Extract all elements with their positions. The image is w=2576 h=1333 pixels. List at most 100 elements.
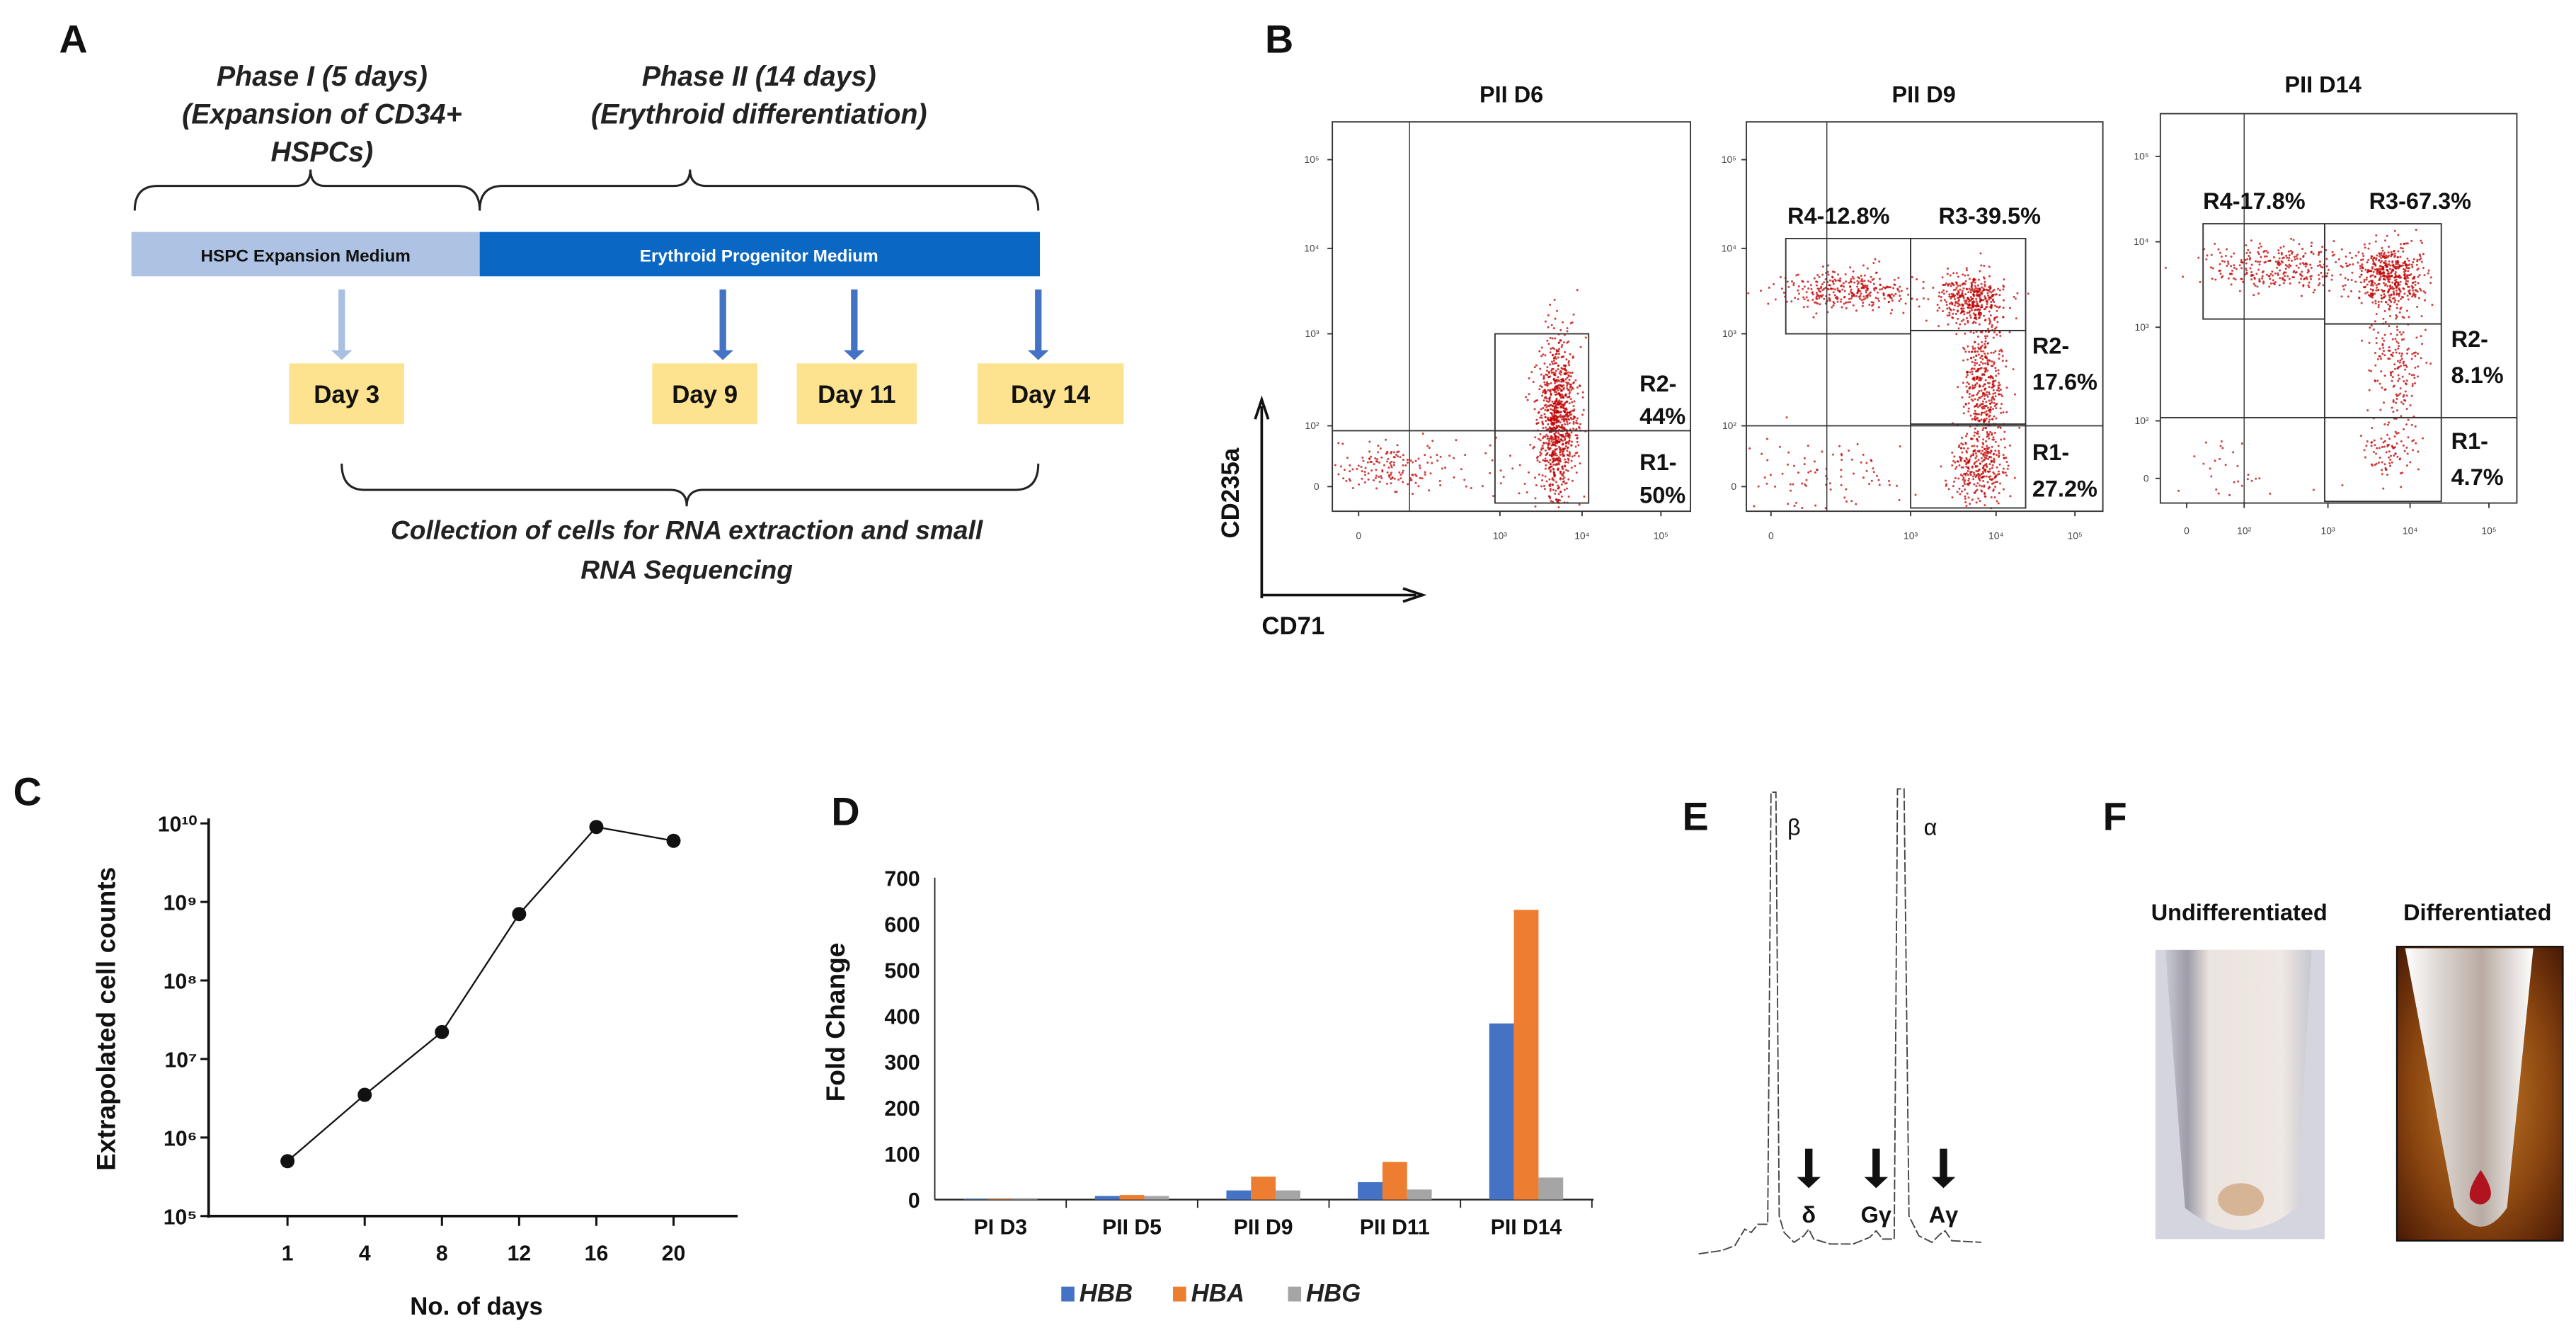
event-dot xyxy=(2295,264,2298,267)
event-dot xyxy=(1574,452,1577,454)
y-tick-label: 10⁴ xyxy=(1722,243,1736,254)
event-dot xyxy=(1768,286,1770,289)
event-dot xyxy=(1958,455,1961,458)
peak-arrow-icon xyxy=(1931,1148,1956,1189)
event-dot xyxy=(1545,370,1548,372)
event-dot xyxy=(1553,413,1556,416)
event-dot xyxy=(1988,265,1991,268)
event-dot xyxy=(1431,440,1434,442)
event-dot xyxy=(1977,353,1980,356)
event-dot xyxy=(1562,410,1565,413)
event-dot xyxy=(1823,281,1826,284)
event-dot xyxy=(2342,288,2345,291)
event-dot xyxy=(2350,279,2353,282)
differentiated-tube-photo xyxy=(2395,946,2564,1242)
event-dot xyxy=(2393,454,2395,457)
event-dot xyxy=(2245,244,2248,246)
event-dot xyxy=(1990,450,1993,452)
event-dot xyxy=(1996,309,1998,312)
event-dot xyxy=(2313,289,2316,292)
event-dot xyxy=(1981,400,1984,403)
event-dot xyxy=(2000,411,2003,414)
event-dot xyxy=(2422,266,2425,269)
event-dot xyxy=(1956,297,1959,299)
event-dot xyxy=(1980,350,1983,353)
event-dot xyxy=(1828,482,1831,485)
event-dot xyxy=(2304,265,2307,268)
event-dot xyxy=(1553,390,1556,393)
event-dot xyxy=(1971,387,1974,389)
event-dot xyxy=(1852,270,1855,273)
event-dot xyxy=(2409,461,2412,464)
event-dot xyxy=(1979,294,1981,297)
event-dot xyxy=(2282,282,2285,285)
event-dot xyxy=(1971,345,1974,348)
event-dot xyxy=(1804,484,1807,487)
event-dot xyxy=(2240,484,2243,487)
event-dot xyxy=(1959,295,1962,298)
event-dot xyxy=(1550,324,1553,326)
event-dot xyxy=(1546,339,1549,342)
event-dot xyxy=(1979,404,1982,406)
event-dot xyxy=(1380,477,1383,480)
minor-peak-label: Gγ xyxy=(1861,1202,1891,1228)
event-dot xyxy=(1974,347,1976,350)
event-dot xyxy=(1980,264,1983,267)
event-dot xyxy=(2255,273,2258,275)
event-dot xyxy=(1813,277,1816,280)
event-dot xyxy=(1995,417,1998,420)
event-dot xyxy=(1847,301,1850,304)
event-dot xyxy=(2265,273,2268,276)
bar-hbg xyxy=(1407,1189,1432,1200)
event-dot xyxy=(2408,316,2410,319)
event-dot xyxy=(1852,304,1855,307)
event-dot xyxy=(2245,251,2248,254)
event-dot xyxy=(1561,448,1564,451)
event-dot xyxy=(1574,379,1577,382)
event-dot xyxy=(1554,474,1557,476)
event-dot xyxy=(2391,376,2394,379)
event-dot xyxy=(2357,261,2359,264)
event-dot xyxy=(1973,483,1976,486)
event-dot xyxy=(1554,448,1557,451)
event-dot xyxy=(1555,421,1558,423)
event-dot xyxy=(2418,273,2421,276)
event-dot xyxy=(2252,282,2255,285)
event-dot xyxy=(1569,375,1572,378)
event-dot xyxy=(1974,457,1977,459)
event-dot xyxy=(1992,392,1995,395)
day-box xyxy=(977,363,1124,425)
event-dot xyxy=(1560,438,1563,441)
event-dot xyxy=(2277,261,2279,264)
event-dot xyxy=(1547,326,1550,328)
event-dot xyxy=(1557,350,1560,353)
event-dot xyxy=(1976,445,1979,448)
event-dot xyxy=(1982,453,1985,456)
event-dot xyxy=(1547,401,1550,404)
event-dot xyxy=(2233,264,2236,267)
event-dot xyxy=(1962,307,1965,310)
event-dot xyxy=(2412,351,2415,354)
event-dot xyxy=(2219,445,2222,447)
event-dot xyxy=(1869,294,1872,297)
event-dot xyxy=(2325,265,2328,268)
x-tick-label: 10⁴ xyxy=(2403,525,2417,537)
event-dot xyxy=(1964,472,1967,475)
y-tick-label: 300 xyxy=(884,1051,920,1075)
event-dot xyxy=(1464,454,1467,457)
event-dot xyxy=(1807,280,1809,283)
category-label: PI D3 xyxy=(974,1215,1027,1239)
event-dot xyxy=(1856,292,1859,294)
event-dot xyxy=(1983,493,1986,496)
event-dot xyxy=(2341,484,2344,487)
event-dot xyxy=(2386,234,2388,237)
event-dot xyxy=(1974,308,1977,311)
event-dot xyxy=(1418,464,1421,467)
event-dot xyxy=(1902,311,1905,314)
event-dot xyxy=(1774,485,1777,488)
event-dot xyxy=(2403,261,2406,263)
event-dot xyxy=(1773,282,1775,285)
event-dot xyxy=(2219,457,2221,460)
event-dot xyxy=(2310,251,2313,253)
